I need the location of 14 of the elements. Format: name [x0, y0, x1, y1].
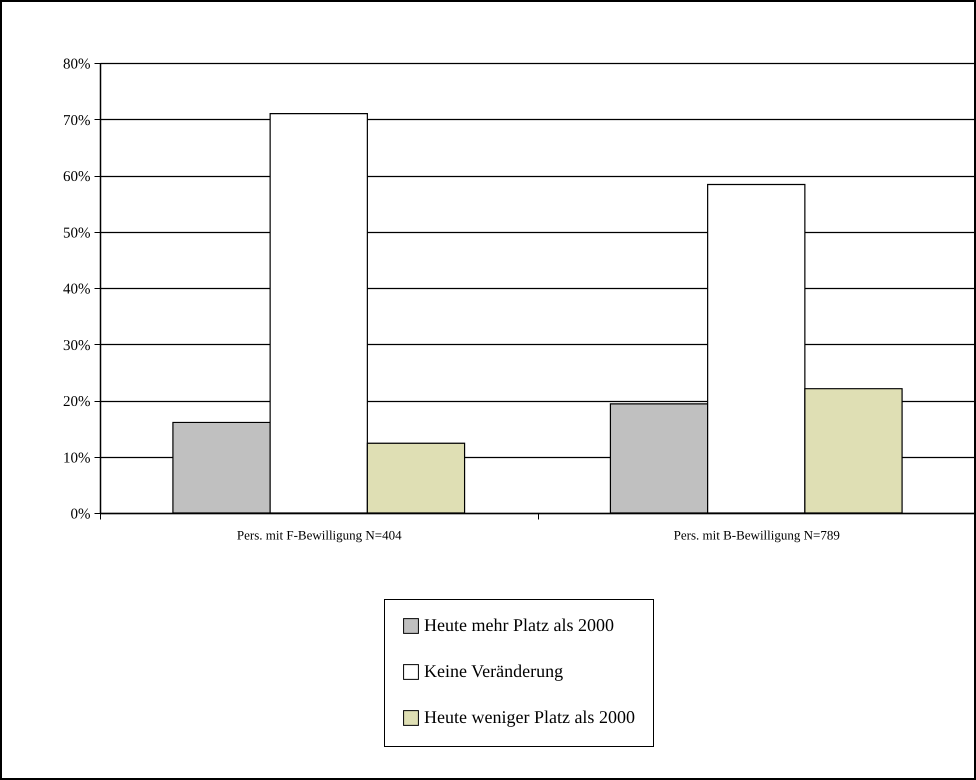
- legend-label: Keine Veränderung: [424, 661, 564, 681]
- legend-label: Heute weniger Platz als 2000: [424, 707, 635, 727]
- x-tick-label: Pers. mit B-Bewilligung N=789: [674, 528, 840, 542]
- x-tick-label: Pers. mit F-Bewilligung N=404: [236, 528, 402, 542]
- y-tick-label: 10%: [63, 450, 90, 466]
- y-tick-label: 50%: [63, 225, 90, 242]
- y-tick-label: 0%: [70, 506, 90, 522]
- y-tick-label: 40%: [63, 282, 90, 298]
- y-tick-label: 70%: [63, 112, 90, 129]
- y-tick-label: 80%: [63, 56, 90, 72]
- y-tick-label: 60%: [63, 169, 90, 185]
- legend-label: Heute mehr Platz als 2000: [424, 615, 614, 635]
- y-tick-label: 30%: [63, 338, 90, 354]
- y-tick-label: 20%: [63, 394, 90, 410]
